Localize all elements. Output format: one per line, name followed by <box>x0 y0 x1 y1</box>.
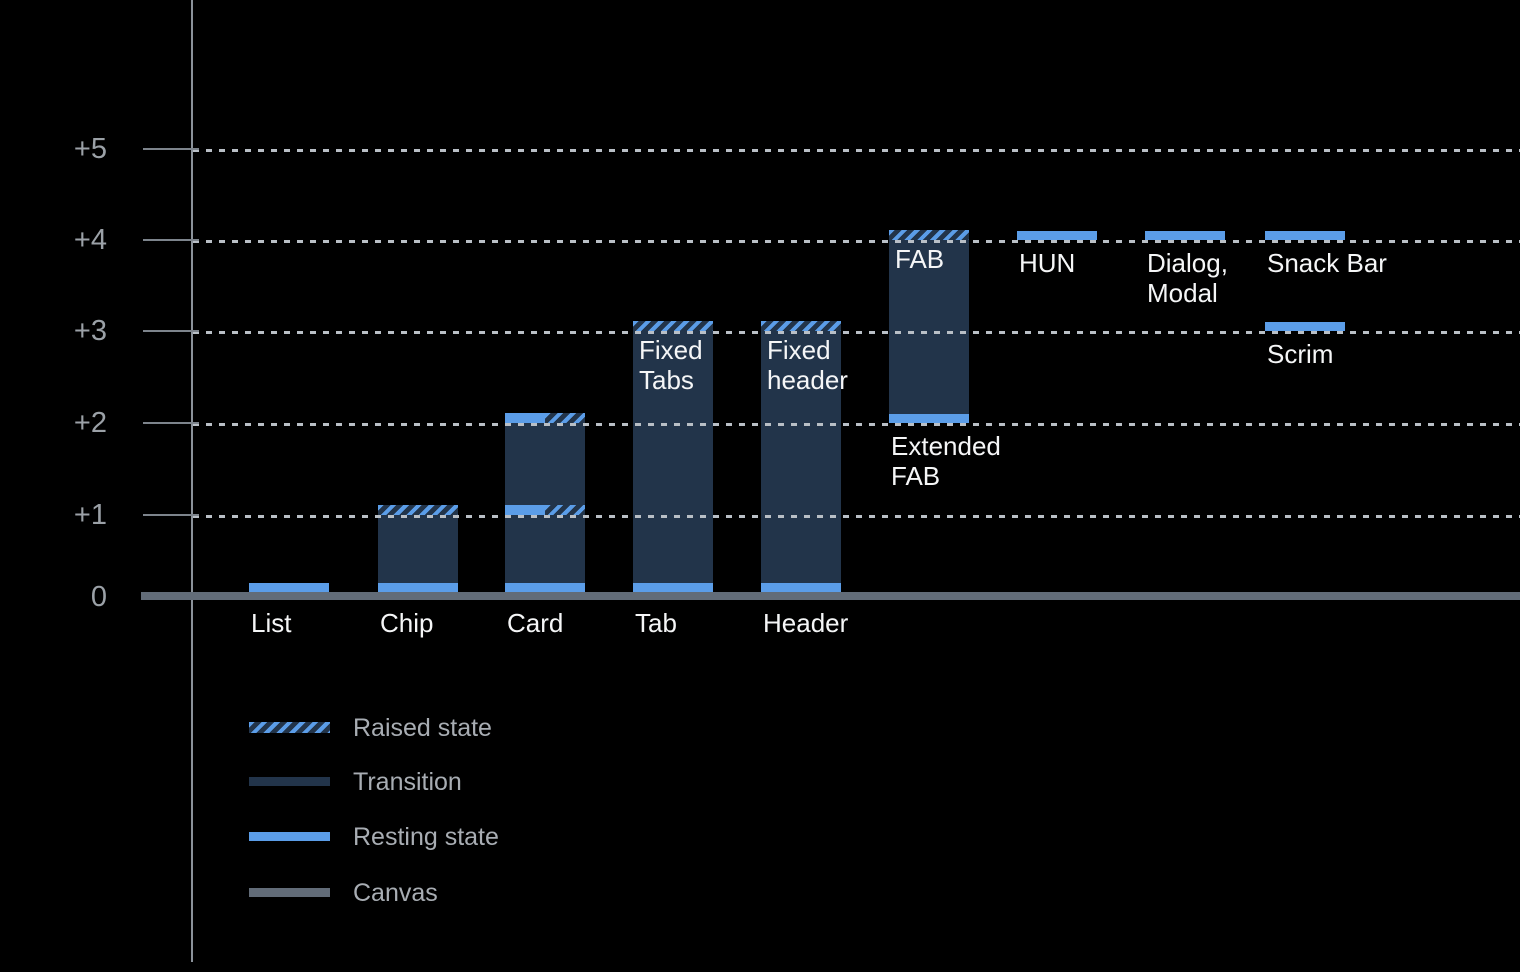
bar-label-tab: Tab <box>635 608 835 638</box>
bar-label-scrim: Scrim <box>1267 339 1467 369</box>
y-tick-plus5 <box>143 148 199 150</box>
bar-inner-label-tab: Fixed Tabs <box>639 335 789 395</box>
bar-label-line: Modal <box>1147 278 1218 308</box>
legend-swatch-resting <box>249 832 330 841</box>
bar-label-line: Card <box>507 608 564 638</box>
marker-raised-card-l1 <box>545 505 585 515</box>
gridline-plus3 <box>193 331 1520 334</box>
bar-inner-label-line: Fixed <box>767 335 831 365</box>
marker-resting-card-l1 <box>505 505 545 515</box>
legend-label-transition: Transition <box>353 767 462 796</box>
bar-label-line: Snack Bar <box>1267 248 1387 278</box>
y-tick-plus1 <box>143 514 199 516</box>
bar-label-line: List <box>251 608 292 638</box>
bar-body-header <box>761 321 841 592</box>
bar-label-line: Header <box>763 608 849 638</box>
bar-body-card <box>505 413 585 592</box>
bar-body-fab <box>889 230 969 423</box>
marker-raised-fab <box>889 230 969 240</box>
bar-label-line: Extended <box>891 431 1001 461</box>
bar-label-header: Header <box>763 608 963 638</box>
bar-inner-label-line: FAB <box>895 244 945 274</box>
gridline-plus4 <box>193 240 1520 243</box>
legend-label-raised: Raised state <box>353 713 492 742</box>
marker-raised-chip <box>378 505 458 515</box>
legend-swatch-raised <box>249 722 330 733</box>
marker-resting-tab <box>633 583 713 592</box>
gridline-plus1 <box>193 515 1520 518</box>
marker-resting-card <box>505 583 585 592</box>
bar-label-line: Dialog, <box>1147 248 1228 278</box>
bar-body-chip <box>378 505 458 592</box>
y-axis-label-plus2: +2 <box>73 407 107 439</box>
bar-label-chip: Chip <box>380 608 580 638</box>
bar-body-tab <box>633 321 713 592</box>
gridline-plus2 <box>193 423 1520 426</box>
bar-label-dialog: Dialog, Modal <box>1147 248 1347 308</box>
bar-label-hun: HUN <box>1019 248 1219 278</box>
marker-resting-fab <box>889 414 969 423</box>
y-tick-plus2 <box>143 422 199 424</box>
y-axis-label-plus5: +5 <box>73 133 107 165</box>
marker-resting-chip <box>378 583 458 592</box>
bar-inner-label-line: Tabs <box>639 365 694 395</box>
bar-label-snackbar: Snack Bar <box>1267 248 1467 278</box>
bar-label-card: Card <box>507 608 707 638</box>
marker-resting-list <box>249 583 329 592</box>
y-axis-label-plus3: +3 <box>73 315 107 347</box>
y-axis-label-plus4: +4 <box>73 224 107 256</box>
bar-label-line: Scrim <box>1267 339 1334 369</box>
y-axis-line <box>191 0 193 962</box>
y-tick-plus4 <box>143 239 199 241</box>
marker-resting-header <box>761 583 841 592</box>
bar-label-line: HUN <box>1019 248 1076 278</box>
marker-raised-tab <box>633 321 713 331</box>
bar-inner-label-fab: FAB <box>895 244 1045 274</box>
bar-inner-label-header: Fixed header <box>767 335 917 395</box>
bar-inner-label-line: Fixed <box>639 335 703 365</box>
y-axis-label-0: 0 <box>90 581 107 613</box>
y-tick-plus3 <box>143 330 199 332</box>
bar-label-line: FAB <box>891 461 941 491</box>
marker-resting-hun <box>1017 231 1097 240</box>
bar-inner-label-line: header <box>767 365 848 395</box>
legend-swatch-transition <box>249 777 330 786</box>
legend-label-canvas: Canvas <box>353 878 438 907</box>
legend-label-resting: Resting state <box>353 822 499 851</box>
marker-resting-dialog <box>1145 231 1225 240</box>
marker-resting-snackbar <box>1265 231 1345 240</box>
canvas-baseline <box>141 592 1520 600</box>
bar-label-list: List <box>251 608 451 638</box>
bar-label-fab: Extended FAB <box>891 431 1091 491</box>
gridline-plus5 <box>193 149 1520 152</box>
marker-resting-scrim <box>1265 322 1345 331</box>
y-axis-label-plus1: +1 <box>73 499 107 531</box>
bar-label-line: Tab <box>635 608 677 638</box>
bar-label-line: Chip <box>380 608 434 638</box>
legend-swatch-canvas <box>249 888 330 897</box>
marker-resting-card-l2 <box>505 413 545 423</box>
marker-raised-header <box>761 321 841 331</box>
marker-raised-card-l2 <box>545 413 585 423</box>
